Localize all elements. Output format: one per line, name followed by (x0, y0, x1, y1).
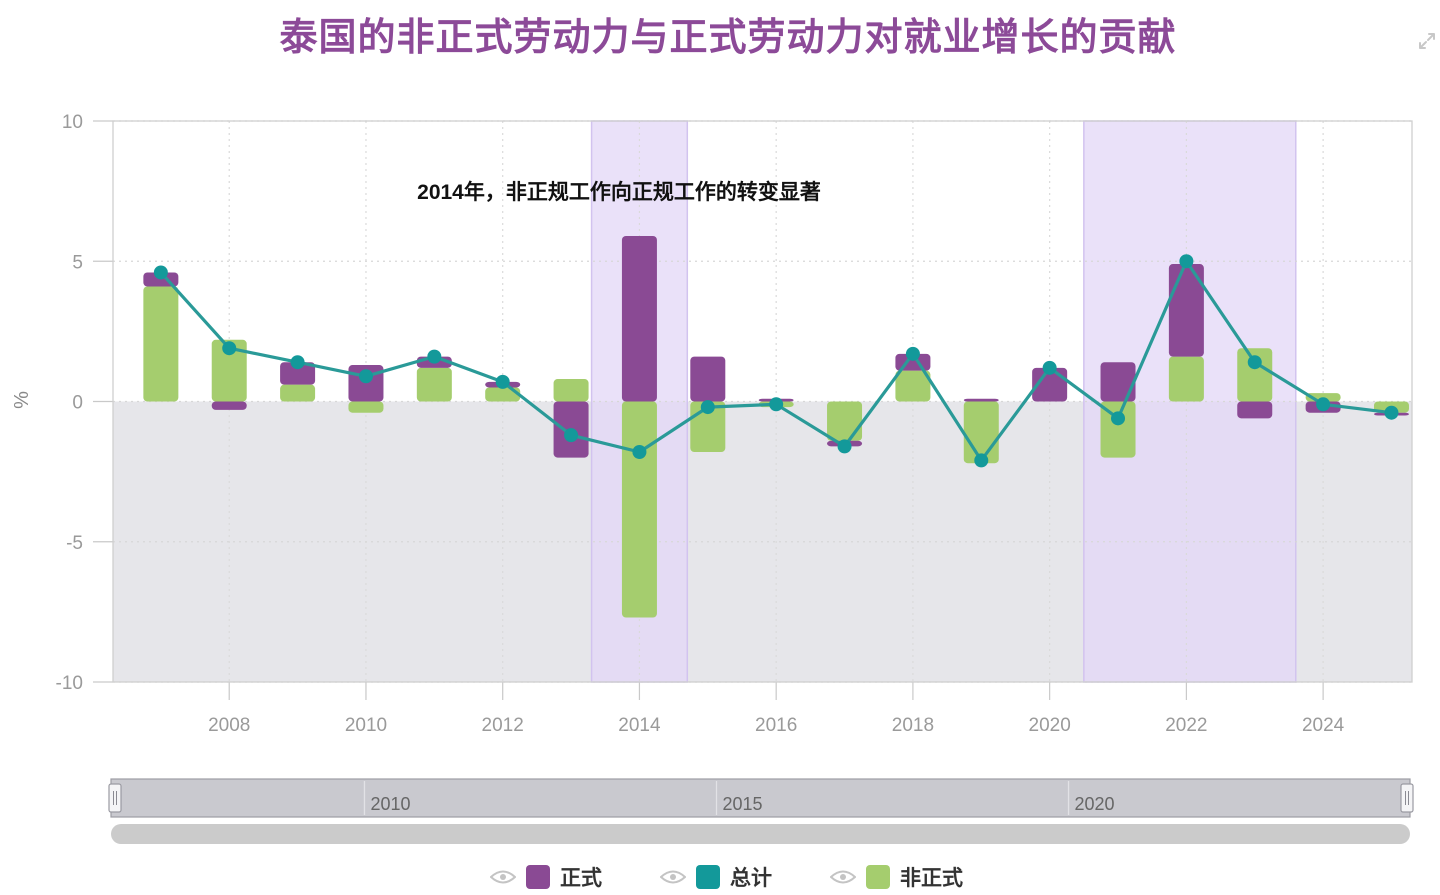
x-tick-label: 2012 (482, 715, 524, 736)
eye-icon[interactable] (830, 869, 856, 885)
bar-informal[interactable] (1237, 348, 1273, 402)
y-tick-label: 0 (72, 393, 83, 414)
handle-body[interactable] (1400, 783, 1414, 813)
bar-formal[interactable] (280, 362, 316, 385)
plot-frame (112, 120, 1413, 683)
legend: 正式 总计 非正式 (0, 860, 1440, 894)
bar-informal[interactable] (827, 401, 863, 441)
navigator-scrollbar[interactable] (111, 824, 1410, 844)
total-point[interactable] (700, 400, 715, 415)
bar-informal[interactable] (485, 387, 521, 402)
total-point[interactable] (1042, 360, 1057, 375)
legend-swatch-total (696, 865, 720, 889)
legend-item-informal[interactable]: 非正式 (830, 860, 963, 894)
x-tick-label: 2010 (345, 715, 387, 736)
annotation-text: 2014年，非正规工作向正规工作的转变显著 (417, 180, 821, 204)
x-tick-label: 2018 (892, 715, 934, 736)
bar-formal[interactable] (1168, 264, 1204, 357)
bar-informal[interactable] (416, 367, 452, 402)
y-tick-label: -10 (56, 673, 83, 694)
navigator-label: 2015 (722, 794, 762, 814)
total-point[interactable] (564, 428, 579, 443)
navigator-handle[interactable] (1400, 783, 1414, 813)
bar-informal[interactable] (1168, 356, 1204, 402)
bar-formal[interactable] (1237, 401, 1273, 419)
x-tick-label: 2020 (1029, 715, 1071, 736)
total-point[interactable] (1384, 405, 1399, 420)
total-point[interactable] (905, 346, 920, 361)
y-tick-label: 10 (62, 112, 83, 133)
navigator-label: 2020 (1075, 794, 1115, 814)
bar-informal[interactable] (553, 379, 589, 402)
navigator-handle[interactable] (108, 783, 122, 813)
total-point[interactable] (837, 439, 852, 454)
total-point[interactable] (769, 397, 784, 412)
expand-icon[interactable] (1418, 32, 1436, 50)
y-axis-title: % (11, 391, 33, 409)
legend-swatch-informal (866, 865, 890, 889)
total-point[interactable] (1179, 254, 1194, 269)
bar-informal[interactable] (143, 286, 179, 402)
total-point[interactable] (290, 355, 305, 370)
eye-icon[interactable] (490, 869, 516, 885)
x-tick-label: 2022 (1165, 715, 1207, 736)
total-point[interactable] (358, 369, 373, 384)
x-tick-label: 2008 (208, 715, 250, 736)
legend-swatch-formal (526, 865, 550, 889)
total-point[interactable] (153, 265, 168, 280)
bar-formal[interactable] (690, 356, 726, 402)
legend-label-formal: 正式 (560, 866, 602, 890)
y-tick-label: -5 (66, 533, 83, 554)
navigator-label: 2010 (370, 794, 410, 814)
bar-informal[interactable] (895, 370, 931, 402)
x-tick-label: 2024 (1302, 715, 1345, 736)
total-point[interactable] (495, 374, 510, 389)
legend-label-informal: 非正式 (900, 866, 963, 890)
bar-formal[interactable] (211, 401, 247, 410)
x-tick-label: 2016 (755, 715, 797, 736)
total-point[interactable] (1316, 397, 1331, 412)
bar-informal[interactable] (621, 401, 657, 618)
legend-label-total: 总计 (730, 866, 772, 890)
legend-item-formal[interactable]: 正式 (490, 860, 602, 894)
total-point[interactable] (1247, 355, 1262, 370)
total-point[interactable] (974, 453, 989, 468)
total-point[interactable] (427, 349, 442, 364)
x-tick-label: 2014 (618, 715, 661, 736)
eye-icon[interactable] (660, 869, 686, 885)
total-point[interactable] (632, 444, 647, 459)
bar-informal[interactable] (211, 339, 247, 402)
bar-informal[interactable] (280, 384, 316, 402)
total-point[interactable] (1111, 411, 1126, 426)
bar-informal[interactable] (348, 401, 384, 413)
bar-formal[interactable] (621, 236, 657, 402)
chart-title: 泰国的非正式劳动力与正式劳动力对就业增长的贡献 (279, 15, 1177, 59)
y-tick-label: 5 (72, 252, 83, 273)
bar-formal[interactable] (963, 398, 999, 402)
bar-informal[interactable] (1100, 401, 1136, 458)
total-point[interactable] (222, 341, 237, 356)
legend-item-total[interactable]: 总计 (660, 860, 772, 894)
navigator-range[interactable] (110, 778, 1411, 818)
bar-formal[interactable] (1100, 362, 1136, 402)
handle-body[interactable] (108, 783, 122, 813)
